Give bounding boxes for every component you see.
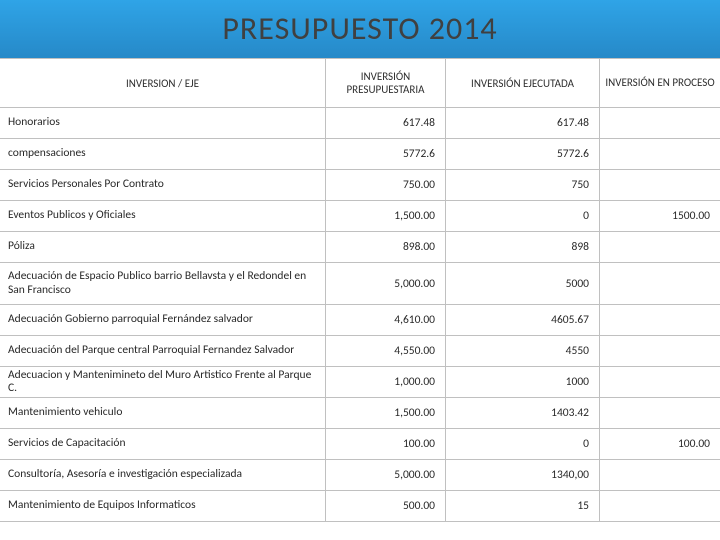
cell-presupuestaria: 5,000.00 <box>326 460 446 490</box>
header-col2: INVERSIÓN EJECUTADA <box>446 59 600 107</box>
table-body: Honorarios617.48617.48compensaciones5772… <box>0 108 720 522</box>
cell-en-proceso: 1500.00 <box>600 201 720 231</box>
cell-ejecutada: 750 <box>446 170 600 200</box>
cell-ejecutada: 5000 <box>446 263 600 304</box>
table-header: INVERSION / EJE INVERSIÓN PRESUPUESTARIA… <box>0 58 720 108</box>
cell-ejecutada: 5772.6 <box>446 139 600 169</box>
table-row: Póliza898.00898 <box>0 232 720 263</box>
table-row: Servicios Personales Por Contrato750.007… <box>0 170 720 201</box>
cell-presupuestaria: 1,500.00 <box>326 201 446 231</box>
row-label: Servicios de Capacitación <box>0 429 326 459</box>
table-row: Adecuación de Espacio Publico barrio Bel… <box>0 263 720 305</box>
cell-en-proceso <box>600 108 720 138</box>
table-row: Servicios de Capacitación100.000100.00 <box>0 429 720 460</box>
cell-en-proceso <box>600 336 720 366</box>
cell-presupuestaria: 750.00 <box>326 170 446 200</box>
title-band: PRESUPUESTO 2014 <box>0 0 720 58</box>
cell-ejecutada: 617.48 <box>446 108 600 138</box>
cell-ejecutada: 0 <box>446 429 600 459</box>
cell-ejecutada: 4550 <box>446 336 600 366</box>
table-row: Adecuacion y Mantenimineto del Muro Arti… <box>0 367 720 398</box>
cell-presupuestaria: 100.00 <box>326 429 446 459</box>
cell-en-proceso <box>600 305 720 335</box>
cell-presupuestaria: 4,550.00 <box>326 336 446 366</box>
cell-en-proceso: 100.00 <box>600 429 720 459</box>
row-label: Mantenimiento de Equipos Informaticos <box>0 491 326 521</box>
table-row: Mantenimiento vehiculo1,500.001403.42 <box>0 398 720 429</box>
table-row: Eventos Publicos y Oficiales1,500.000150… <box>0 201 720 232</box>
table-row: Adecuación del Parque central Parroquial… <box>0 336 720 367</box>
cell-en-proceso <box>600 263 720 304</box>
table-row: Honorarios617.48617.48 <box>0 108 720 139</box>
row-label: Eventos Publicos y Oficiales <box>0 201 326 231</box>
cell-presupuestaria: 898.00 <box>326 232 446 262</box>
row-label: compensaciones <box>0 139 326 169</box>
table-row: Consultoría, Asesoría e investigación es… <box>0 460 720 491</box>
cell-presupuestaria: 500.00 <box>326 491 446 521</box>
header-label: INVERSION / EJE <box>0 59 326 107</box>
cell-presupuestaria: 5,000.00 <box>326 263 446 304</box>
cell-en-proceso <box>600 367 720 397</box>
table-row: compensaciones5772.65772.6 <box>0 139 720 170</box>
cell-en-proceso <box>600 460 720 490</box>
page-title: PRESUPUESTO 2014 <box>222 9 497 48</box>
cell-ejecutada: 15 <box>446 491 600 521</box>
cell-en-proceso <box>600 139 720 169</box>
row-label: Adecuación Gobierno parroquial Fernández… <box>0 305 326 335</box>
cell-ejecutada: 0 <box>446 201 600 231</box>
cell-en-proceso <box>600 491 720 521</box>
header-col3: INVERSIÓN EN PROCESO <box>600 59 720 107</box>
row-label: Consultoría, Asesoría e investigación es… <box>0 460 326 490</box>
row-label: Adecuación del Parque central Parroquial… <box>0 336 326 366</box>
table-row: Mantenimiento de Equipos Informaticos500… <box>0 491 720 522</box>
row-label: Honorarios <box>0 108 326 138</box>
row-label: Adecuación de Espacio Publico barrio Bel… <box>0 263 326 304</box>
cell-presupuestaria: 4,610.00 <box>326 305 446 335</box>
cell-presupuestaria: 1,000.00 <box>326 367 446 397</box>
row-label: Adecuacion y Mantenimineto del Muro Arti… <box>0 367 326 397</box>
cell-en-proceso <box>600 170 720 200</box>
cell-ejecutada: 898 <box>446 232 600 262</box>
cell-en-proceso <box>600 398 720 428</box>
row-label: Mantenimiento vehiculo <box>0 398 326 428</box>
header-col1: INVERSIÓN PRESUPUESTARIA <box>326 59 446 107</box>
row-label: Servicios Personales Por Contrato <box>0 170 326 200</box>
cell-presupuestaria: 1,500.00 <box>326 398 446 428</box>
cell-ejecutada: 1000 <box>446 367 600 397</box>
row-label: Póliza <box>0 232 326 262</box>
cell-en-proceso <box>600 232 720 262</box>
cell-ejecutada: 4605.67 <box>446 305 600 335</box>
cell-ejecutada: 1340,00 <box>446 460 600 490</box>
cell-presupuestaria: 5772.6 <box>326 139 446 169</box>
cell-presupuestaria: 617.48 <box>326 108 446 138</box>
table-row: Adecuación Gobierno parroquial Fernández… <box>0 305 720 336</box>
cell-ejecutada: 1403.42 <box>446 398 600 428</box>
